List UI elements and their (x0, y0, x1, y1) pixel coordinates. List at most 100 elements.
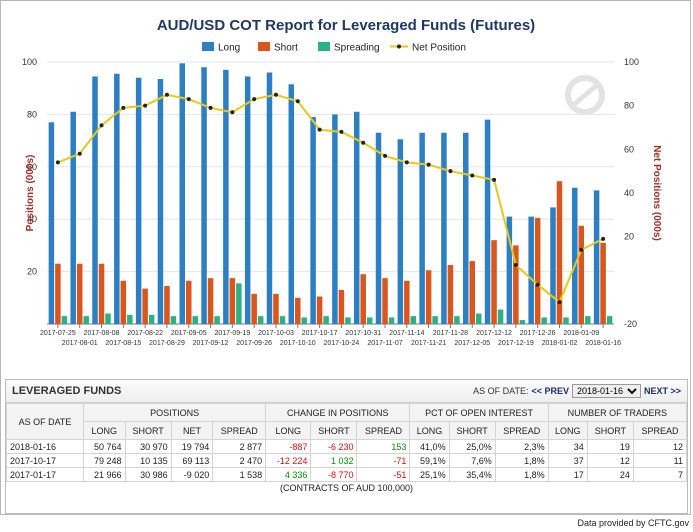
bar-spreading (585, 316, 591, 324)
cell-pct: 25,0% (448, 439, 496, 454)
bar-short (164, 286, 170, 324)
subheader-pct-1: SHORT (448, 421, 496, 440)
bar-spreading (214, 316, 220, 324)
subheader-change-0: LONG (265, 421, 312, 440)
bar-long (135, 77, 142, 324)
cell-traders: 19 (586, 439, 634, 454)
net-position-point (557, 300, 562, 305)
subheader-change-1: SHORT (310, 421, 358, 440)
x-tick-label: 2017-11-14 (389, 330, 424, 337)
net-position-line (57, 93, 604, 304)
x-tick-label: 2017-09-05 (171, 330, 207, 337)
bar-spreading (323, 316, 329, 324)
x-tick-label: 2017-12-19 (498, 340, 534, 347)
net-position-point (208, 105, 213, 110)
bar-short (76, 263, 83, 324)
bar-spreading (279, 316, 286, 324)
date-navigator: AS OF DATE: << PREV 2018-01-16 NEXT >> (473, 384, 681, 398)
bar-spreading (563, 317, 569, 324)
net-position-point (317, 127, 322, 132)
cell-traders: 12 (632, 439, 688, 454)
date-select[interactable]: 2018-01-16 (571, 384, 641, 398)
bar-short (382, 278, 388, 324)
x-tick-label: 2017-11-21 (411, 340, 446, 347)
y-left-tick-label: 100 (22, 57, 37, 67)
bar-long (593, 190, 600, 324)
y-right-tick-label: 20 (624, 232, 634, 242)
y-right-axis-title: Net Positions (000s) (651, 145, 662, 241)
net-position-point (164, 92, 169, 97)
bar-short (360, 274, 366, 324)
bar-long (375, 132, 382, 324)
cell-traders: 37 (547, 453, 588, 468)
legend-marker-net-position (397, 44, 401, 49)
subheader-positions-0: LONG (83, 421, 126, 440)
row-date: 2018-01-16 (6, 439, 84, 454)
cell-change: 153 (356, 439, 411, 454)
bar-long (353, 111, 360, 324)
cell-pct: 1,8% (494, 453, 549, 468)
bar-long (114, 73, 120, 324)
legend-label: Short (274, 43, 298, 54)
bar-short (207, 278, 214, 324)
cell-position: 30 970 (124, 439, 172, 454)
cell-position: 1 538 (212, 467, 267, 482)
bar-long (441, 132, 447, 324)
x-tick-label: 2018-01-09 (563, 330, 599, 337)
bar-spreading (257, 316, 264, 324)
bar-spreading (192, 316, 198, 324)
legend-swatch-long (202, 42, 214, 51)
bar-long (157, 79, 164, 324)
row-date: 2017-01-17 (6, 467, 84, 482)
report-frame: AUD/USD COT Report for Leveraged Funds (… (0, 0, 691, 515)
table-body: 2018-01-16 50 764 30 970 19 794 2 877 -887 -6 … (6, 439, 688, 482)
group-pct: PCT OF OPEN INTEREST (409, 403, 549, 422)
subheader-positions-1: SHORT (124, 421, 172, 440)
legend-label: Spreading (334, 43, 380, 54)
as-of-label: AS OF DATE: (473, 386, 529, 396)
prev-button[interactable]: << PREV (531, 386, 569, 396)
bar-short (273, 293, 279, 324)
y-left-tick-label: 40 (27, 214, 37, 224)
y-left-axis-title: Positions (000s) (25, 155, 36, 232)
cell-traders: 34 (547, 439, 588, 454)
bar-spreading (301, 317, 308, 324)
bar-short (251, 293, 257, 324)
x-tick-label: 2017-08-08 (84, 330, 120, 337)
data-credit: Data provided by CFTC.gov (577, 518, 689, 528)
bar-long (201, 67, 207, 325)
cell-change: -6 230 (310, 439, 358, 454)
cell-pct: 25,1% (409, 467, 450, 482)
cot-table: AS OF DATE POSITIONS CHANGE IN POSITIONS… (6, 403, 688, 482)
net-position-point (252, 97, 257, 102)
next-button[interactable]: NEXT >> (643, 386, 681, 396)
cell-change: 1 032 (310, 453, 358, 468)
bar-short (186, 280, 192, 324)
cell-position: 30 986 (124, 467, 172, 482)
bar-spreading (519, 320, 526, 324)
bar-short (295, 297, 301, 324)
x-tick-label: 2017-10-17 (302, 330, 338, 337)
x-tick-label: 2017-11-28 (433, 330, 468, 337)
cell-pct: 59,1% (409, 453, 450, 468)
net-position-point (186, 97, 191, 102)
cell-position: 2 877 (212, 439, 267, 454)
group-change: CHANGE IN POSITIONS (265, 403, 411, 422)
legend-label: Net Position (412, 43, 466, 54)
net-position-point (448, 169, 453, 174)
net-position-point (77, 151, 82, 156)
net-position-point (383, 153, 388, 158)
table-row: 2017-01-17 21 966 30 986 -9 020 1 538 4 336 -8… (6, 467, 688, 482)
bar-long (506, 216, 513, 324)
bar-long (484, 119, 491, 324)
x-tick-label: 2017-12-12 (476, 330, 512, 337)
x-tick-label: 2018-01-02 (542, 340, 578, 347)
bar-short (98, 263, 105, 324)
bar-long (550, 207, 556, 324)
bar-spreading (105, 313, 111, 324)
bar-short (425, 270, 432, 324)
cell-position: 50 764 (83, 439, 126, 454)
bar-spreading (170, 316, 177, 324)
units-note: (CONTRACTS OF AUD 100,000) (279, 483, 414, 493)
net-position-point (55, 160, 60, 165)
